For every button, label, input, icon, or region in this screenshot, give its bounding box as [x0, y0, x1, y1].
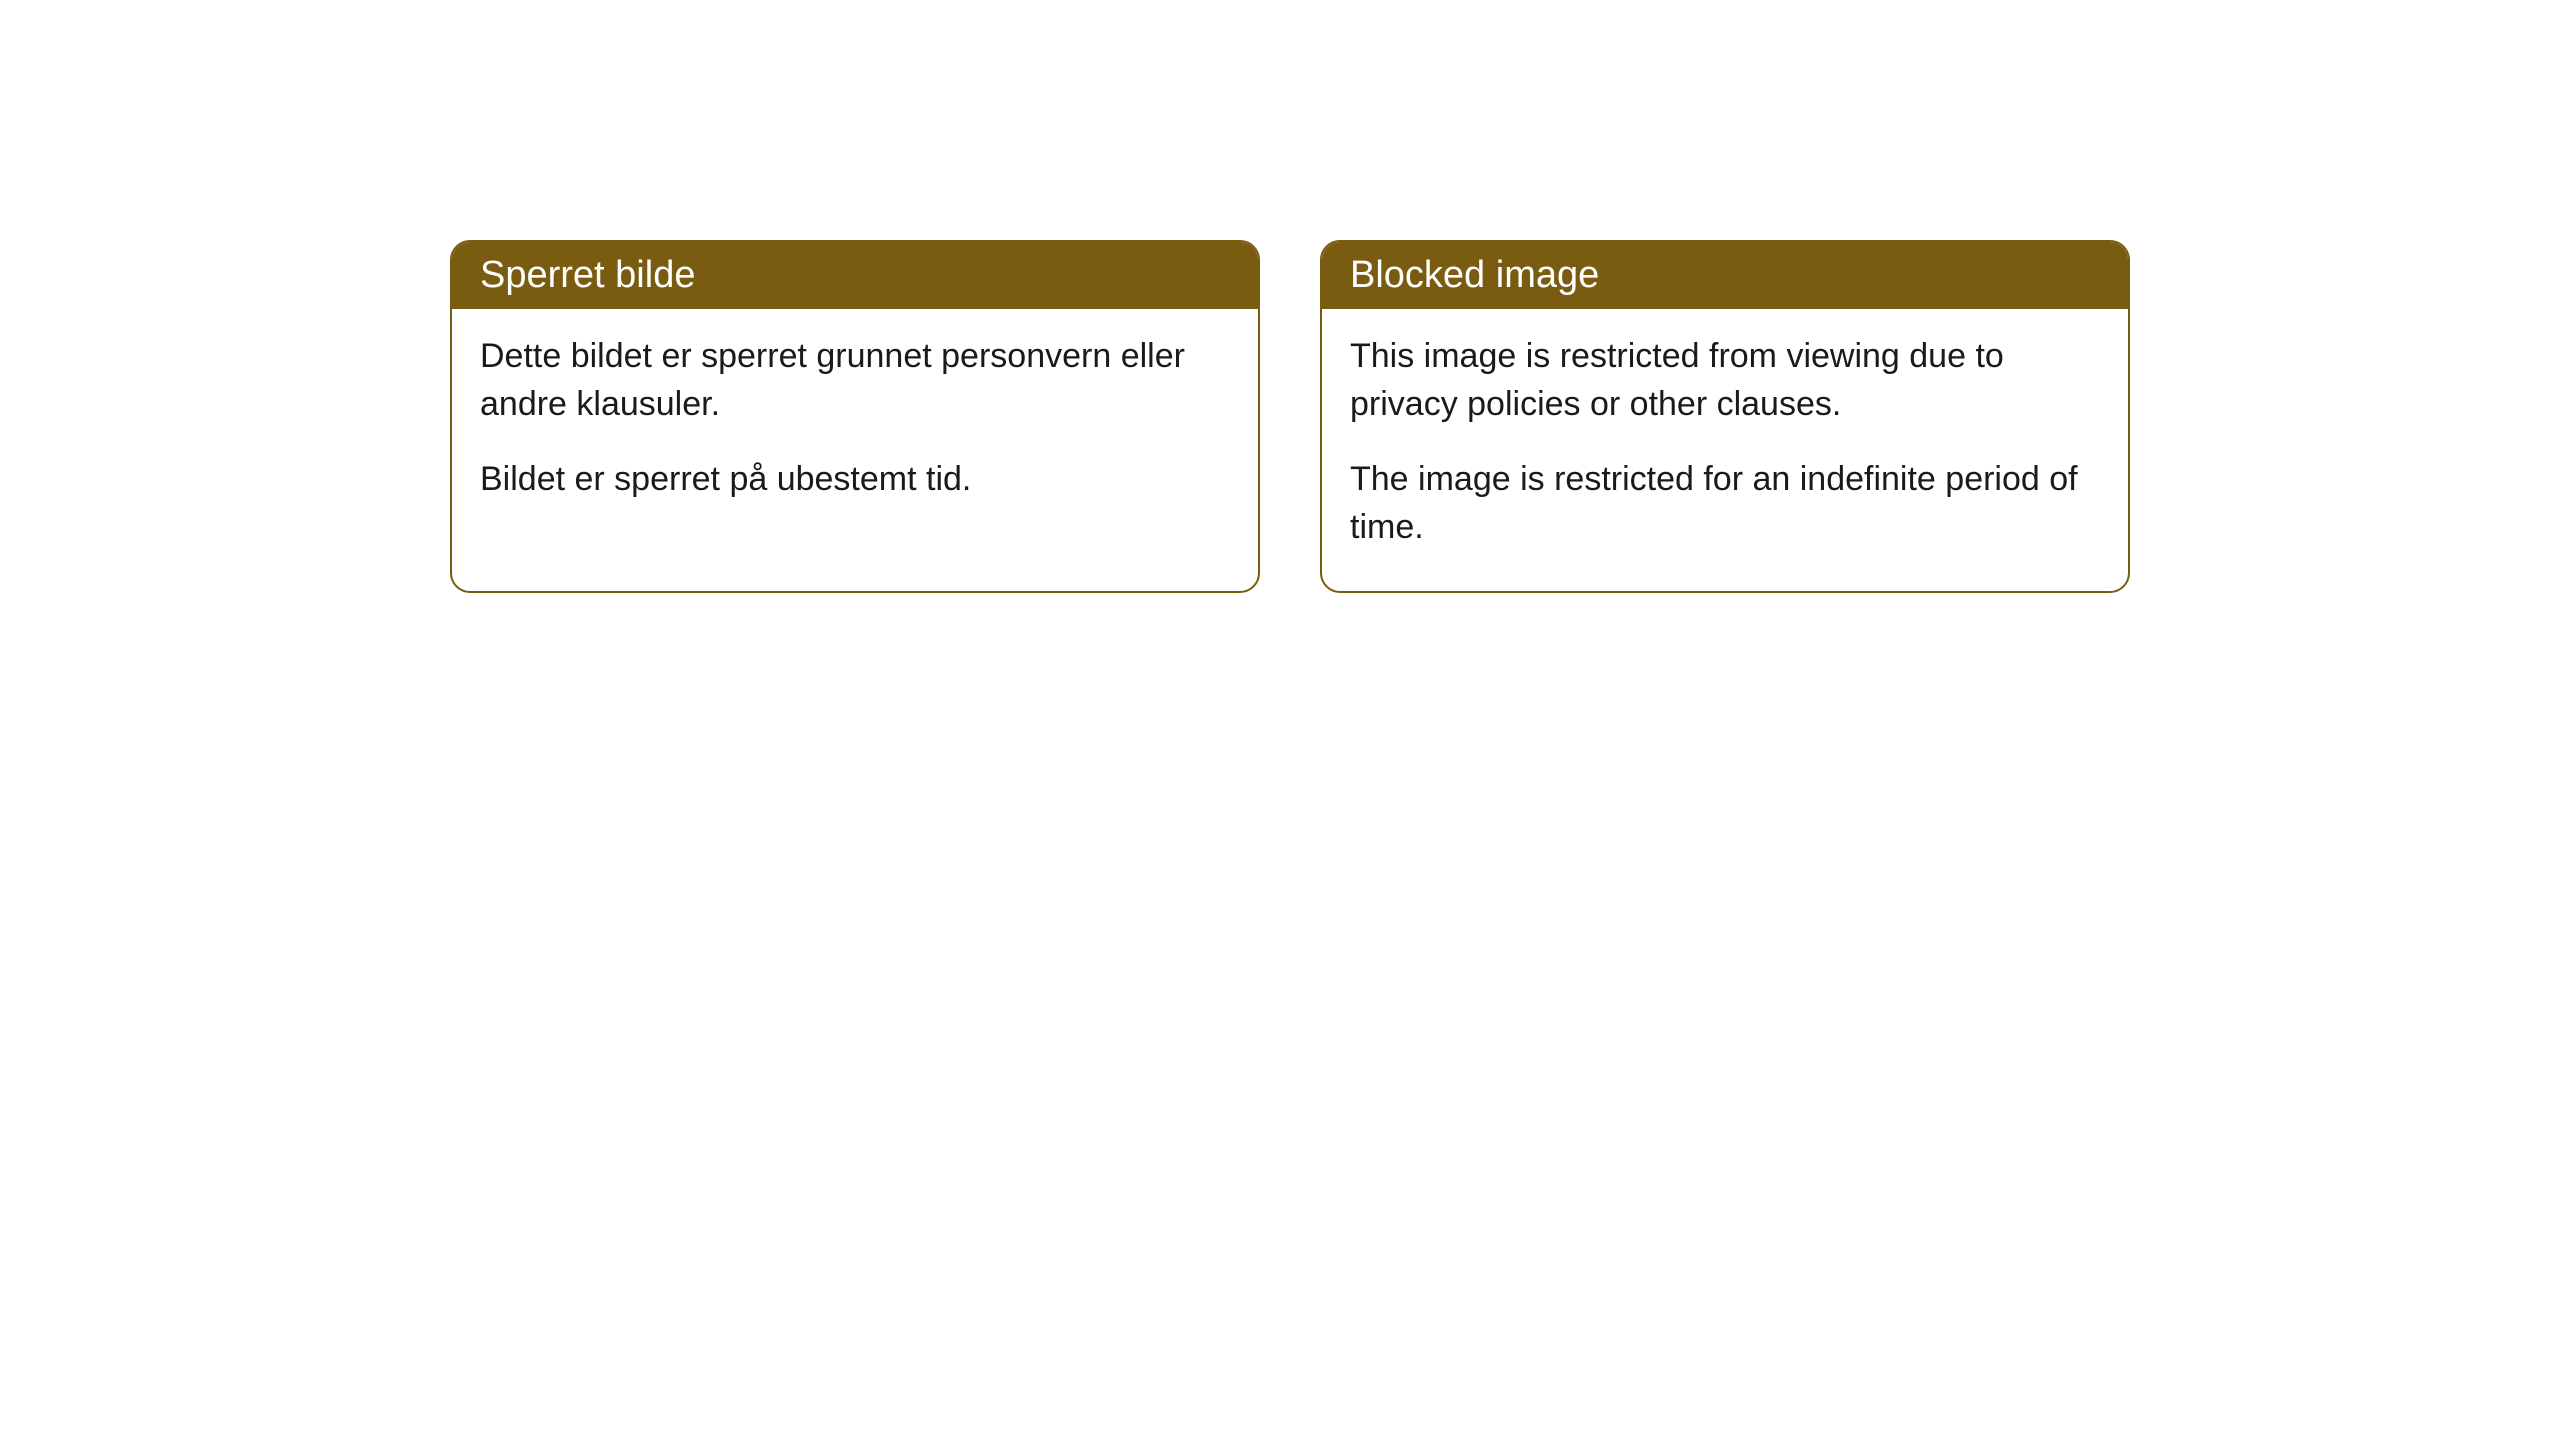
- card-body: This image is restricted from viewing du…: [1322, 309, 2128, 591]
- card-title: Blocked image: [1350, 254, 1599, 296]
- blocked-image-card-english: Blocked image This image is restricted f…: [1320, 240, 2130, 593]
- card-title: Sperret bilde: [480, 254, 695, 296]
- card-paragraph: Dette bildet er sperret grunnet personve…: [480, 333, 1230, 428]
- card-paragraph: The image is restricted for an indefinit…: [1350, 456, 2100, 551]
- blocked-image-card-norwegian: Sperret bilde Dette bildet er sperret gr…: [450, 240, 1260, 593]
- card-paragraph: Bildet er sperret på ubestemt tid.: [480, 456, 1230, 504]
- card-header: Sperret bilde: [452, 242, 1258, 309]
- notice-cards-container: Sperret bilde Dette bildet er sperret gr…: [450, 240, 2130, 593]
- card-header: Blocked image: [1322, 242, 2128, 309]
- card-body: Dette bildet er sperret grunnet personve…: [452, 309, 1258, 544]
- card-paragraph: This image is restricted from viewing du…: [1350, 333, 2100, 428]
